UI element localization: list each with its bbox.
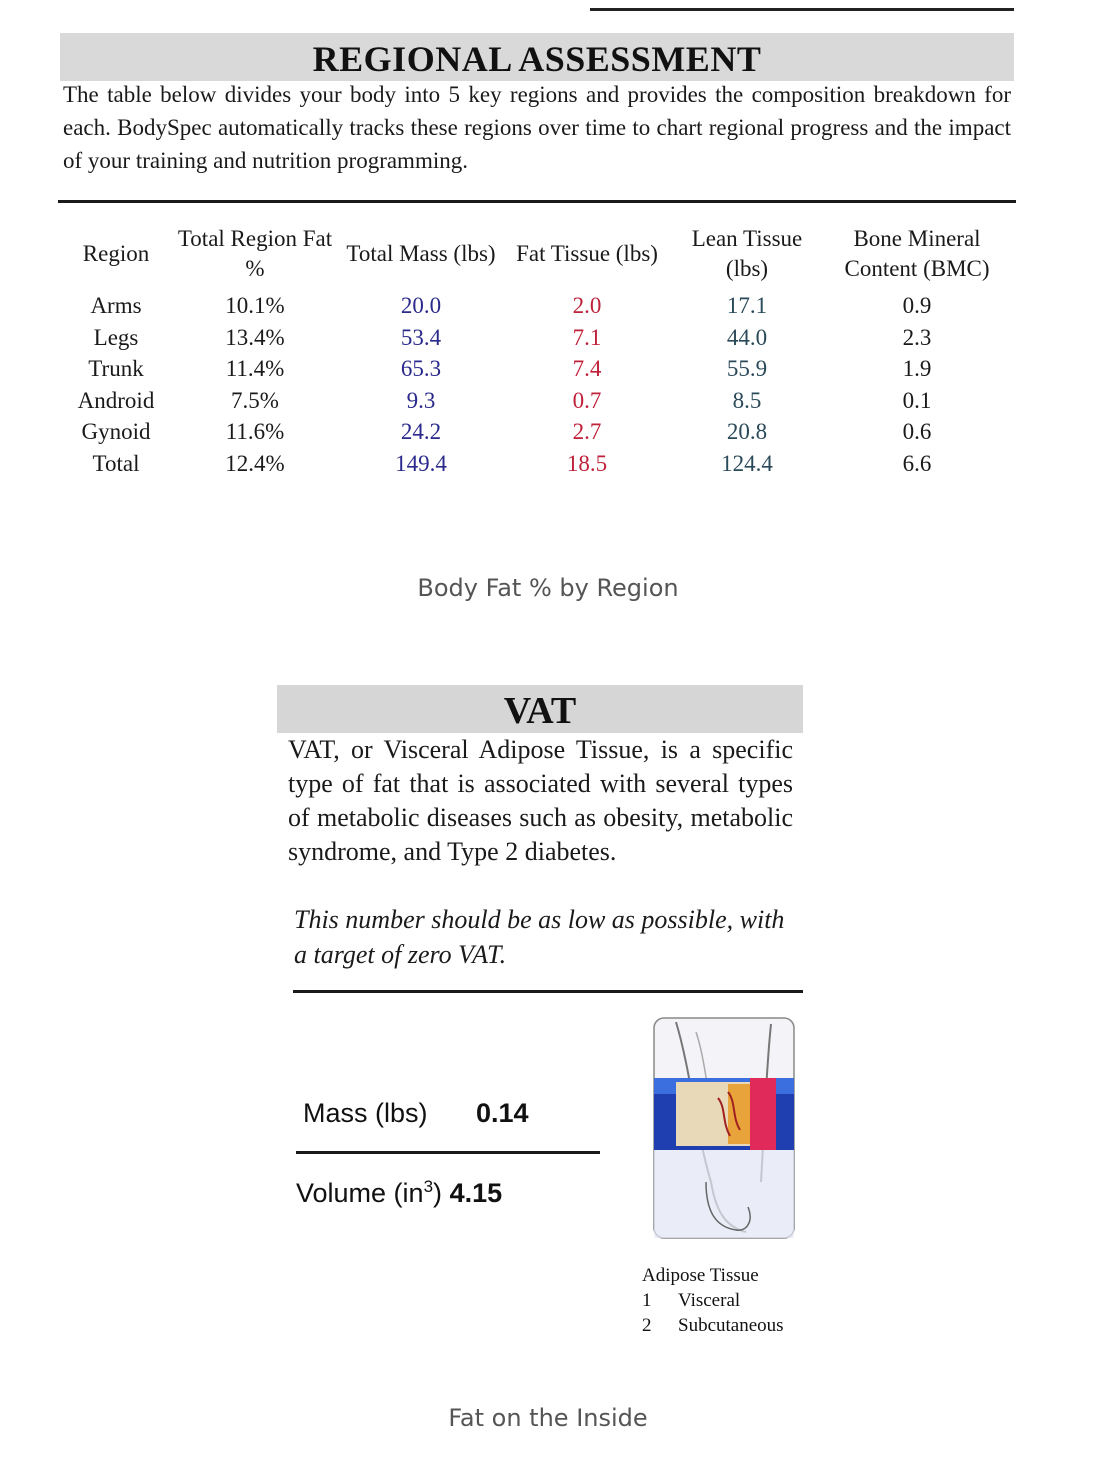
header-bmc: Bone Mineral Content (BMC) <box>844 226 990 281</box>
figure-caption-fat-inside: Fat on the Inside <box>448 1404 648 1432</box>
vat-divider <box>293 990 803 993</box>
vat-mass-value: 0.14 <box>476 1098 529 1128</box>
legend-number: 2 <box>642 1315 652 1336</box>
table-row: Android 7.5% 9.3 0.7 8.5 0.1 <box>62 385 1012 417</box>
bmc-cell: 6.6 <box>902 450 932 476</box>
header-fat-tissue: Fat Tissue (lbs) <box>516 241 658 266</box>
legend-item: 2 Subcutaneous <box>642 1313 784 1338</box>
fat-pct-cell: 13.4% <box>225 324 285 350</box>
vat-volume-value: 4.15 <box>449 1178 503 1208</box>
cubic-superscript: 3 <box>423 1177 434 1196</box>
bmc-cell: 0.1 <box>902 387 932 413</box>
regional-assessment-banner: REGIONAL ASSESSMENT <box>60 33 1014 81</box>
vat-target-note: This number should be as low as possible… <box>294 905 785 969</box>
legend-label: Subcutaneous <box>678 1315 784 1336</box>
mass-cell: 9.3 <box>406 387 436 413</box>
bmc-cell: 0.6 <box>902 419 932 445</box>
bmc-cell: 1.9 <box>902 356 932 382</box>
mass-cell: 20.0 <box>400 293 442 318</box>
mass-cell: 149.4 <box>395 450 447 476</box>
top-rule <box>590 8 1014 11</box>
table-header-row: Region Total Region Fat % Total Mass (lb… <box>62 218 1012 290</box>
table-row: Gynoid 11.6% 24.2 2.7 20.8 0.6 <box>62 416 1012 448</box>
legend-number: 1 <box>642 1290 652 1311</box>
lean-cell: 44.0 <box>726 324 768 350</box>
fat-cell: 0.7 <box>572 387 602 413</box>
mass-cell: 24.2 <box>400 419 442 445</box>
region-cell: Trunk <box>88 356 144 382</box>
region-cell: Arms <box>90 293 142 318</box>
legend-item: 1 Visceral <box>642 1288 784 1313</box>
header-total-mass: Total Mass (lbs) <box>346 241 496 266</box>
fat-pct-cell: 10.1% <box>225 293 285 318</box>
fat-cell: 2.7 <box>572 419 602 445</box>
vat-banner: VAT <box>277 685 803 733</box>
visceral-fat-illustration <box>653 1017 795 1239</box>
regional-assessment-title: REGIONAL ASSESSMENT <box>312 39 762 79</box>
header-fat-pct: Total Region Fat % <box>177 226 333 281</box>
mass-cell: 53.4 <box>400 324 442 350</box>
fat-cell: 2.0 <box>572 293 602 318</box>
vat-title: VAT <box>503 690 577 732</box>
table-row-total: Total 12.4% 149.4 18.5 124.4 6.6 <box>62 448 1012 480</box>
header-lean-tissue: Lean Tissue (lbs) <box>691 226 803 281</box>
region-cell: Gynoid <box>81 419 151 445</box>
lean-cell: 17.1 <box>726 293 768 318</box>
fat-pct-cell: 11.6% <box>225 419 285 445</box>
lean-cell: 20.8 <box>726 419 768 445</box>
region-cell: Legs <box>93 324 139 350</box>
bmc-cell: 2.3 <box>902 324 932 350</box>
figure-caption-body-fat: Body Fat % by Region <box>417 574 679 602</box>
legend-label: Visceral <box>678 1290 741 1311</box>
region-cell: Total <box>92 450 140 476</box>
figure-legend: Adipose Tissue 1 Visceral 2 Subcutaneous <box>642 1263 784 1338</box>
lean-cell: 55.9 <box>726 356 768 382</box>
region-cell: Android <box>77 387 155 413</box>
mass-cell: 65.3 <box>400 356 442 382</box>
table-row: Legs 13.4% 53.4 7.1 44.0 2.3 <box>62 322 1012 354</box>
bmc-cell: 0.9 <box>902 293 932 318</box>
vat-description: VAT, or Visceral Adipose Tissue, is a sp… <box>288 735 793 866</box>
regional-intro-text: The table below divides your body into 5… <box>63 82 1011 173</box>
stat-divider <box>296 1151 600 1154</box>
section-divider <box>58 200 1016 203</box>
fat-cell: 18.5 <box>566 450 608 476</box>
vat-mass-stat: Mass (lbs) 0.14 <box>303 1098 529 1129</box>
legend-title: Adipose Tissue <box>642 1265 759 1286</box>
vat-volume-label: Volume (in <box>296 1178 424 1208</box>
vat-mass-label: Mass (lbs) <box>303 1098 428 1128</box>
table-row: Trunk 11.4% 65.3 7.4 55.9 1.9 <box>62 353 1012 385</box>
fat-cell: 7.4 <box>572 356 602 382</box>
fat-pct-cell: 11.4% <box>225 356 285 382</box>
vat-volume-label-close: ) <box>433 1178 443 1208</box>
header-region: Region <box>82 241 150 266</box>
fat-pct-cell: 7.5% <box>231 387 279 413</box>
lean-cell: 8.5 <box>732 387 762 413</box>
regional-table: Region Total Region Fat % Total Mass (lb… <box>62 218 1012 480</box>
table-row: Arms 10.1% 20.0 2.0 17.1 0.9 <box>62 290 1012 322</box>
vat-volume-stat: Volume (in3) 4.15 <box>296 1177 502 1209</box>
fat-cell: 7.1 <box>572 324 602 350</box>
lean-cell: 124.4 <box>721 450 773 476</box>
fat-pct-cell: 12.4% <box>225 450 285 476</box>
